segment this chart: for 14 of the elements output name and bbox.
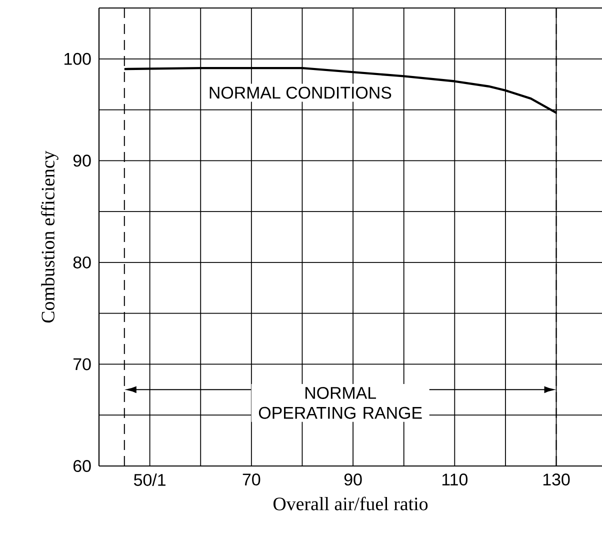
y-tick-label: 90 xyxy=(73,154,91,167)
x-tick-label: 70 xyxy=(242,474,260,486)
y-axis-title: Combustion efficiency xyxy=(40,150,58,323)
x-axis-title: Overall air/fuel ratio xyxy=(274,496,428,510)
y-tick-label: 70 xyxy=(74,358,91,370)
x-tick-label: 130 xyxy=(543,474,570,486)
y-tick-label: 60 xyxy=(74,460,91,472)
y-tick-label: 80 xyxy=(73,256,91,268)
x-tick-label: 90 xyxy=(344,474,362,486)
annotation: NORMAL CONDITIONS xyxy=(210,86,392,99)
x-tick-label: 110 xyxy=(442,474,468,486)
x-tick-label: 50/1 xyxy=(134,474,166,486)
annotation: NORMAL OPERATING RANGE xyxy=(258,386,422,419)
y-tick-label: 100 xyxy=(64,52,91,65)
